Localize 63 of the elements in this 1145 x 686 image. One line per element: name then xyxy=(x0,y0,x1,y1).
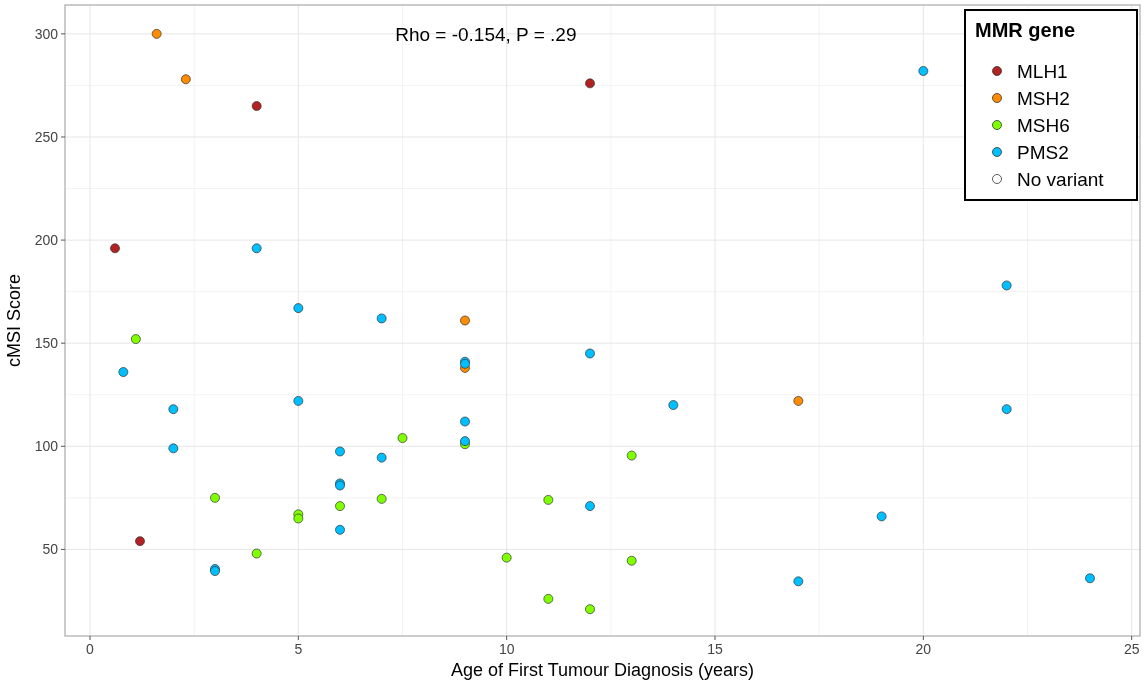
point xyxy=(585,348,595,359)
annotation: Rho = -0.154, P = .29 xyxy=(395,24,577,45)
legend-label: MSH6 xyxy=(1017,115,1070,136)
point xyxy=(460,416,470,427)
point xyxy=(293,513,304,524)
y-tick-label: 200 xyxy=(34,232,59,249)
point xyxy=(118,367,129,377)
point xyxy=(251,101,262,111)
point xyxy=(585,78,595,89)
point xyxy=(110,243,120,254)
point xyxy=(335,501,345,511)
x-axis-title: Age of First Tumour Diagnosis (years) xyxy=(450,660,755,680)
legend-title: MMR gene xyxy=(975,19,1075,41)
point xyxy=(501,552,512,563)
x-tick-label: 25 xyxy=(1123,641,1140,657)
point xyxy=(793,396,804,406)
point xyxy=(335,524,345,535)
y-tick-label: 50 xyxy=(42,541,59,558)
point xyxy=(135,536,145,546)
point xyxy=(668,400,679,410)
point xyxy=(876,511,887,522)
legend-label: PMS2 xyxy=(1017,142,1069,163)
point xyxy=(626,555,637,566)
point xyxy=(1001,280,1012,291)
point xyxy=(376,452,387,463)
point xyxy=(460,436,470,446)
point xyxy=(168,404,179,415)
point xyxy=(918,66,929,76)
x-tick-label: 10 xyxy=(498,641,515,657)
y-axis-title: cMSI Score xyxy=(4,273,24,368)
x-tick-label: 20 xyxy=(915,641,932,657)
y-tick-label: 300 xyxy=(34,25,59,42)
point xyxy=(210,492,220,503)
point xyxy=(543,594,554,604)
legend-label: No variant xyxy=(1017,169,1105,190)
x-tick-label: 15 xyxy=(707,641,723,657)
x-tick-label: 5 xyxy=(294,641,303,657)
point xyxy=(376,313,387,324)
point xyxy=(1085,573,1095,584)
legend-label: MSH2 xyxy=(1017,88,1070,109)
point xyxy=(626,450,637,461)
point xyxy=(293,303,304,313)
point xyxy=(397,433,408,443)
point xyxy=(168,443,179,454)
point xyxy=(251,243,262,254)
x-tick-label: 0 xyxy=(86,641,95,657)
point xyxy=(251,548,262,559)
legend-label: MLH1 xyxy=(1017,61,1068,82)
point xyxy=(293,396,304,406)
point xyxy=(151,29,162,39)
point xyxy=(793,576,804,587)
point xyxy=(1001,404,1012,415)
point xyxy=(130,334,141,344)
point xyxy=(460,315,470,326)
point xyxy=(180,74,191,85)
point xyxy=(376,494,387,504)
point xyxy=(543,495,554,505)
point xyxy=(585,604,595,615)
point xyxy=(335,446,345,457)
y-tick-label: 150 xyxy=(34,335,59,352)
point xyxy=(585,501,595,511)
y-tick-label: 250 xyxy=(34,128,59,145)
y-tick-label: 100 xyxy=(34,438,59,455)
